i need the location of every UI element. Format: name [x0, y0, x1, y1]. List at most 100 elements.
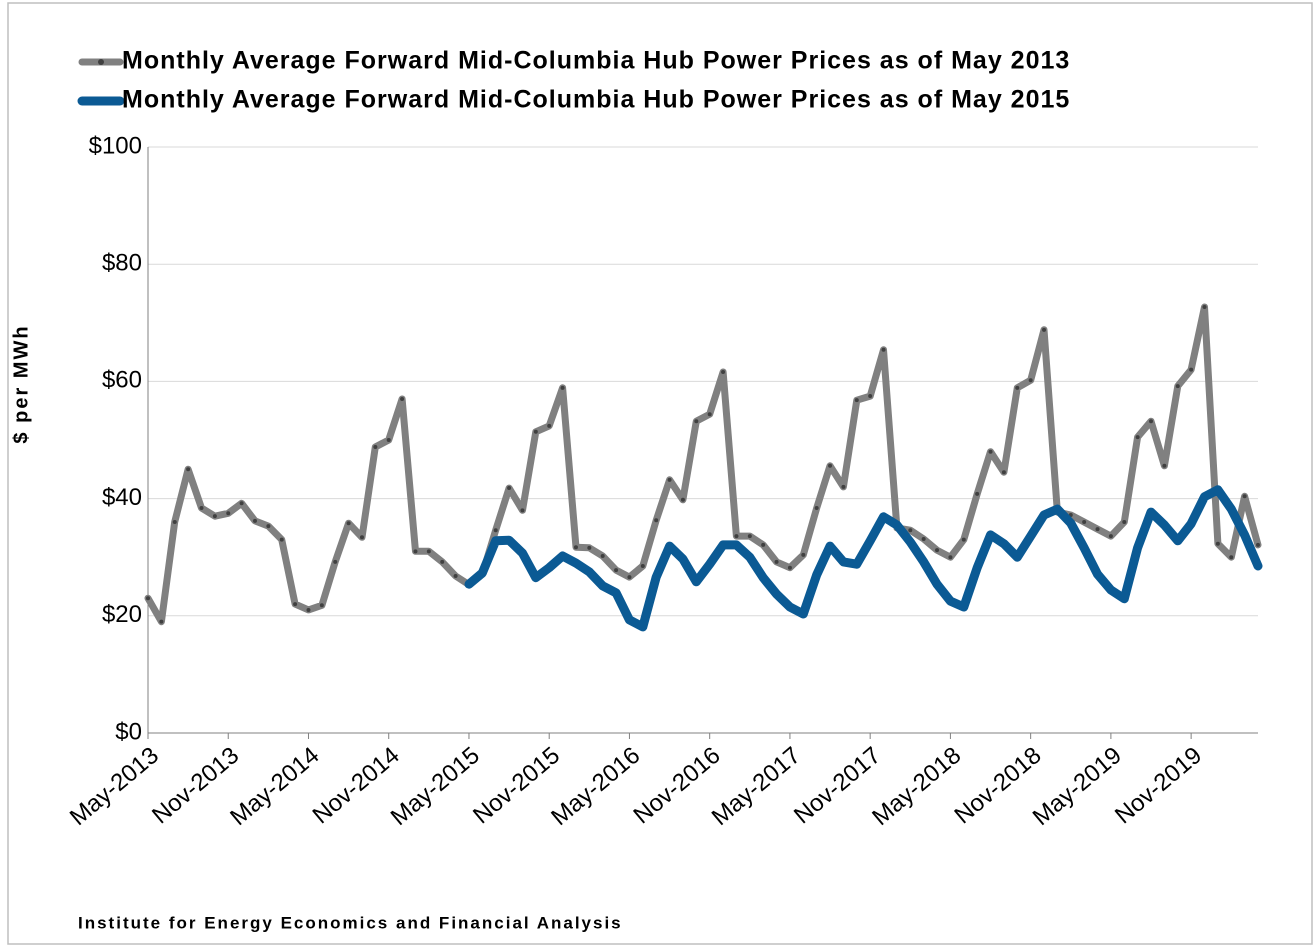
chart-border	[7, 2, 1313, 945]
point-marker	[333, 559, 338, 564]
point-marker	[868, 394, 873, 399]
point-marker	[1095, 527, 1100, 532]
point-marker	[1001, 470, 1006, 475]
point-marker	[1108, 534, 1113, 539]
point-marker	[547, 423, 552, 428]
point-marker	[1135, 435, 1140, 440]
point-marker	[854, 398, 859, 403]
point-marker	[1028, 378, 1033, 383]
point-marker	[1149, 419, 1154, 424]
point-marker	[587, 545, 592, 550]
point-marker	[293, 602, 298, 607]
x-tick-label: May-2019	[1028, 742, 1127, 831]
x-tick-label: May-2017	[707, 742, 806, 831]
point-marker	[573, 545, 578, 550]
series-line	[464, 485, 1263, 632]
point-marker	[881, 347, 886, 352]
point-marker	[921, 537, 926, 542]
point-marker	[507, 486, 512, 491]
point-marker	[159, 619, 164, 624]
point-marker	[908, 528, 913, 533]
source: Institute for Energy Economics and Finan…	[78, 913, 623, 932]
y-tick-label: $20	[102, 601, 142, 628]
point-marker	[413, 549, 418, 554]
y-tick-label: $80	[102, 250, 142, 277]
point-marker	[1242, 494, 1247, 499]
point-marker	[1229, 555, 1234, 560]
point-marker	[747, 534, 752, 539]
point-marker	[667, 477, 672, 482]
y-tick-label: $40	[102, 484, 142, 511]
point-marker	[306, 607, 311, 612]
point-marker	[373, 445, 378, 450]
point-marker	[226, 511, 231, 516]
point-marker	[614, 568, 619, 573]
x-tick-label: May-2015	[386, 742, 485, 831]
point-marker	[761, 542, 766, 547]
point-marker	[774, 559, 779, 564]
point-marker	[533, 429, 538, 434]
point-marker	[453, 573, 458, 578]
point-marker	[707, 412, 712, 417]
point-marker	[600, 554, 605, 559]
point-marker	[212, 514, 217, 519]
point-marker	[828, 463, 833, 468]
point-marker	[1189, 367, 1194, 372]
point-marker	[1042, 327, 1047, 332]
point-marker	[988, 449, 993, 454]
point-marker	[359, 535, 364, 540]
point-marker	[1082, 520, 1087, 525]
point-marker	[146, 596, 150, 601]
x-tick-label: May-2018	[867, 742, 966, 831]
series-line	[144, 303, 1262, 626]
point-marker	[520, 508, 525, 513]
point-marker	[721, 370, 726, 375]
y-tick-label: $100	[89, 132, 142, 159]
x-tick-label: May-2014	[225, 742, 324, 831]
point-marker	[1015, 385, 1020, 390]
point-marker	[560, 385, 565, 390]
point-marker	[961, 537, 966, 542]
y-axis-label: $ per MWh	[10, 324, 32, 443]
point-marker	[787, 565, 792, 570]
point-marker	[440, 559, 445, 564]
point-marker	[694, 419, 699, 424]
point-marker	[948, 555, 953, 560]
y-tick-label: $60	[102, 367, 142, 394]
point-marker	[1215, 541, 1220, 546]
point-marker	[239, 501, 244, 506]
point-marker	[680, 497, 685, 502]
point-marker	[426, 549, 431, 554]
point-marker	[252, 518, 257, 523]
point-marker	[386, 438, 391, 442]
x-tick-label: May-2016	[546, 742, 645, 831]
point-marker	[1162, 463, 1167, 468]
point-marker	[975, 491, 980, 496]
point-marker	[654, 518, 659, 523]
point-marker	[493, 528, 498, 533]
point-marker	[1122, 520, 1127, 525]
y-tick-label: $0	[115, 718, 142, 745]
point-marker	[172, 520, 177, 525]
x-tick-label: Nov-2019	[1110, 742, 1207, 830]
legend-label: Monthly Average Forward Mid-Columbia Hub…	[122, 86, 1070, 114]
point-marker	[346, 521, 351, 526]
point-marker	[801, 552, 806, 557]
point-marker	[319, 603, 324, 608]
x-tick-label: May-2013	[65, 742, 164, 831]
point-marker	[266, 524, 271, 529]
point-marker	[734, 534, 739, 539]
point-marker	[640, 563, 645, 568]
point-marker	[935, 548, 940, 553]
point-marker	[841, 484, 846, 489]
point-marker	[1256, 542, 1260, 547]
point-marker	[1175, 384, 1180, 389]
point-marker	[400, 396, 405, 401]
point-marker	[814, 505, 819, 510]
legend-label: Monthly Average Forward Mid-Columbia Hub…	[122, 47, 1070, 75]
point-marker	[279, 537, 284, 542]
legend-marker	[98, 59, 104, 65]
point-marker	[199, 505, 204, 510]
point-marker	[627, 575, 632, 580]
